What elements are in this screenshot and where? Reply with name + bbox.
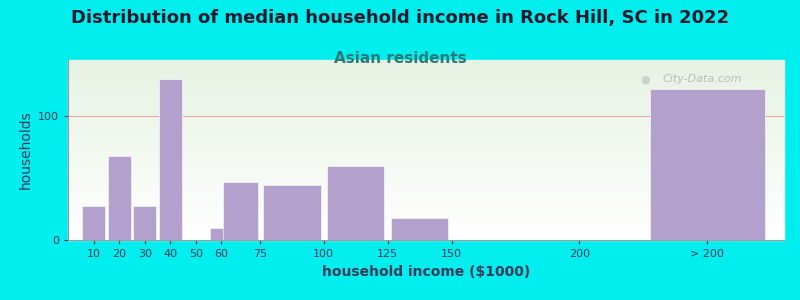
Bar (68, 60, 784, 63)
Y-axis label: households: households (18, 111, 33, 189)
Bar (68, 213, 784, 216)
Bar (68, 186, 784, 189)
Bar (68, 189, 784, 192)
Bar (68, 231, 784, 234)
Bar (223, 182, 258, 240)
Bar (68, 120, 784, 123)
Bar (391, 218, 448, 240)
Bar (210, 228, 233, 240)
Bar (68, 87, 784, 90)
Bar (68, 111, 784, 114)
Bar (68, 168, 784, 171)
Bar (68, 225, 784, 228)
Bar (68, 126, 784, 129)
Bar (68, 102, 784, 105)
Bar (68, 228, 784, 231)
Bar (68, 222, 784, 225)
Bar (68, 135, 784, 138)
Bar (68, 201, 784, 204)
Bar (68, 150, 784, 153)
Bar (327, 166, 385, 240)
Bar (158, 79, 182, 240)
Bar (68, 183, 784, 186)
Bar (68, 144, 784, 147)
Bar (68, 123, 784, 126)
Bar (134, 206, 156, 240)
Bar (68, 78, 784, 81)
Bar (108, 156, 130, 240)
Text: Asian residents: Asian residents (334, 51, 466, 66)
Bar (68, 162, 784, 165)
Bar (68, 177, 784, 180)
Bar (68, 141, 784, 144)
Bar (68, 237, 784, 240)
Bar (68, 219, 784, 222)
Bar (68, 66, 784, 69)
Text: ●: ● (641, 74, 650, 84)
Bar (68, 84, 784, 87)
Bar (68, 171, 784, 174)
Bar (68, 93, 784, 96)
Bar (68, 129, 784, 132)
Bar (68, 210, 784, 213)
Bar (68, 90, 784, 93)
Bar (68, 96, 784, 99)
Bar (68, 75, 784, 78)
Bar (68, 165, 784, 168)
Bar (82, 206, 105, 240)
Bar (68, 195, 784, 198)
X-axis label: household income ($1000): household income ($1000) (322, 265, 530, 279)
Bar (68, 192, 784, 195)
Text: Distribution of median household income in Rock Hill, SC in 2022: Distribution of median household income … (71, 9, 729, 27)
Bar (68, 72, 784, 75)
Bar (68, 174, 784, 177)
Bar (68, 207, 784, 210)
Bar (68, 99, 784, 102)
Bar (68, 156, 784, 159)
Bar (68, 69, 784, 72)
Text: City-Data.com: City-Data.com (662, 74, 742, 84)
Bar (68, 159, 784, 162)
Bar (68, 138, 784, 141)
Bar (263, 185, 321, 240)
Bar (68, 81, 784, 84)
Bar (68, 117, 784, 120)
Bar (68, 234, 784, 237)
Bar (68, 204, 784, 207)
Bar (68, 108, 784, 111)
Bar (68, 132, 784, 135)
Bar (68, 147, 784, 150)
Bar (650, 88, 765, 240)
Bar (68, 63, 784, 66)
Bar (68, 180, 784, 183)
Bar (68, 105, 784, 108)
Bar (68, 114, 784, 117)
Bar (68, 216, 784, 219)
Bar (68, 153, 784, 156)
Bar (68, 198, 784, 201)
